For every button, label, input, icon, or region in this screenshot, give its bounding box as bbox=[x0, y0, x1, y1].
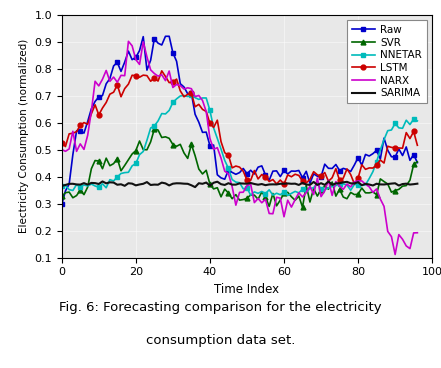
SARIMA bbox=[59, 184, 64, 188]
Raw bbox=[266, 178, 272, 183]
NARX bbox=[126, 39, 131, 43]
Raw bbox=[337, 169, 342, 173]
LSTM bbox=[85, 122, 90, 127]
SVR bbox=[85, 185, 90, 189]
SARIMA bbox=[192, 185, 198, 189]
Line: NNETAR: NNETAR bbox=[59, 93, 420, 198]
SVR bbox=[340, 195, 346, 199]
Raw bbox=[59, 202, 64, 207]
LSTM bbox=[415, 143, 420, 148]
NARX bbox=[266, 211, 272, 216]
SVR bbox=[155, 128, 161, 132]
Line: NARX: NARX bbox=[62, 41, 417, 255]
NNETAR bbox=[340, 182, 346, 186]
NNETAR bbox=[85, 184, 90, 188]
Raw bbox=[241, 166, 246, 171]
NARX bbox=[415, 230, 420, 235]
NNETAR bbox=[415, 119, 420, 123]
LSTM bbox=[152, 76, 157, 80]
NNETAR bbox=[152, 124, 157, 128]
LSTM bbox=[159, 69, 164, 73]
SARIMA bbox=[326, 179, 331, 184]
LSTM bbox=[266, 179, 272, 184]
SVR bbox=[415, 160, 420, 164]
Line: Raw: Raw bbox=[59, 34, 420, 207]
LSTM bbox=[70, 131, 75, 135]
NARX bbox=[70, 129, 75, 134]
SVR bbox=[70, 195, 75, 200]
NNETAR bbox=[189, 93, 194, 98]
LSTM bbox=[281, 182, 287, 186]
Text: Fig. 6: Forecasting comparison for the electricity: Fig. 6: Forecasting comparison for the e… bbox=[59, 301, 382, 314]
SARIMA bbox=[70, 181, 75, 186]
SARIMA bbox=[415, 181, 420, 186]
NARX bbox=[85, 133, 90, 138]
NNETAR bbox=[285, 193, 290, 198]
NNETAR bbox=[241, 187, 246, 191]
NARX bbox=[337, 184, 342, 188]
Raw bbox=[85, 119, 90, 124]
Line: LSTM: LSTM bbox=[59, 68, 420, 187]
NARX bbox=[241, 190, 246, 194]
SARIMA bbox=[241, 181, 246, 186]
Line: SARIMA: SARIMA bbox=[62, 181, 417, 187]
Raw bbox=[152, 36, 157, 41]
SARIMA bbox=[85, 183, 90, 187]
SVR bbox=[300, 205, 305, 209]
SARIMA bbox=[340, 180, 346, 184]
Line: SVR: SVR bbox=[59, 127, 420, 210]
NNETAR bbox=[59, 184, 64, 188]
LSTM bbox=[59, 141, 64, 145]
Y-axis label: Electricity Consumption (normalized): Electricity Consumption (normalized) bbox=[19, 39, 29, 233]
NARX bbox=[59, 147, 64, 152]
SARIMA bbox=[152, 183, 157, 187]
NNETAR bbox=[266, 188, 272, 192]
LSTM bbox=[241, 169, 246, 173]
NARX bbox=[392, 252, 398, 257]
Raw bbox=[70, 152, 75, 157]
Raw bbox=[167, 34, 172, 39]
Text: consumption data set.: consumption data set. bbox=[146, 334, 295, 347]
Raw bbox=[415, 160, 420, 165]
LSTM bbox=[340, 176, 346, 180]
X-axis label: Time Index: Time Index bbox=[214, 283, 280, 296]
SVR bbox=[152, 127, 157, 131]
SVR bbox=[241, 197, 246, 202]
NNETAR bbox=[70, 188, 75, 193]
SVR bbox=[266, 204, 272, 209]
NARX bbox=[155, 74, 161, 78]
SVR bbox=[59, 194, 64, 199]
Legend: Raw, SVR, NNETAR, LSTM, NARX, SARIMA: Raw, SVR, NNETAR, LSTM, NARX, SARIMA bbox=[347, 20, 427, 103]
SARIMA bbox=[266, 182, 272, 187]
